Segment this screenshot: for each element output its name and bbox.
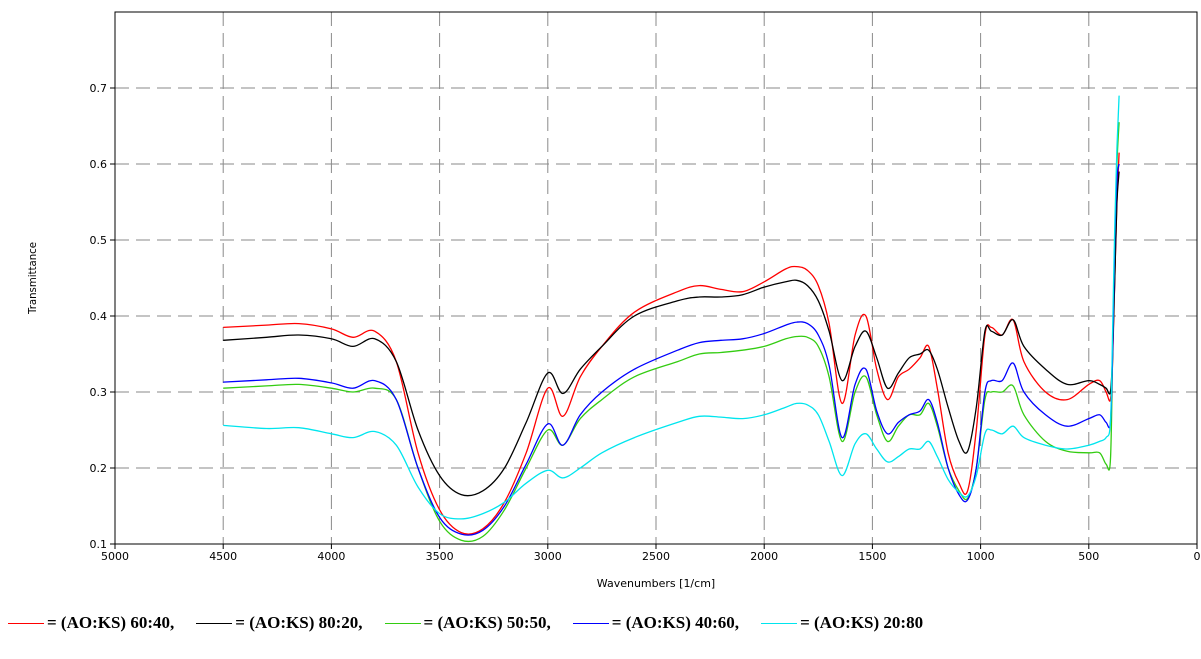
x-tick-label: 4000 (317, 550, 345, 563)
x-tick-label: 0 (1194, 550, 1201, 563)
legend: = (AO:KS) 60:40, = (AO:KS) 80:20, = (AO:KS… (8, 611, 1198, 635)
legend-item-4: = (AO:KS) 40:60, (572, 613, 740, 633)
legend-swatch (761, 622, 798, 624)
series-line-3 (223, 122, 1120, 543)
legend-swatch (384, 622, 421, 624)
legend-label: = (AO:KS) 20:80 (800, 613, 924, 632)
legend-item-5: = (AO:KS) 20:80 (761, 613, 923, 633)
series-group (223, 95, 1120, 543)
y-tick-label: 0.6 (90, 158, 108, 171)
legend-label: = (AO:KS) 40:60, (611, 613, 740, 632)
legend-item-3: = (AO:KS) 50:50, (384, 613, 551, 633)
legend-item-2: = (AO:KS) 80:20, (196, 613, 363, 633)
legend-label: = (AO:KS) 80:20, (235, 613, 363, 632)
x-tick-label: 2500 (642, 550, 670, 563)
y-axis-title: Transmittance (26, 242, 39, 315)
x-tick-label: 2000 (750, 550, 778, 563)
legend-swatch (8, 622, 44, 624)
x-axis-title: Wavenumbers [1/cm] (597, 577, 715, 590)
y-tick-label: 0.7 (90, 82, 108, 95)
legend-item-1: = (AO:KS) 60:40, (8, 613, 174, 633)
x-tick-label: 3000 (534, 550, 562, 563)
x-tick-label: 4500 (209, 550, 237, 563)
y-tick-label: 0.3 (90, 386, 108, 399)
x-tick-label: 1000 (967, 550, 995, 563)
ir-spectrum-chart: 5000 4500 4000 3500 3000 2500 2000 1500 1000 500 0… (26, 11, 1201, 590)
legend-swatch (196, 622, 233, 624)
y-tick-label: 0.4 (90, 310, 108, 323)
x-tick-label: 5000 (101, 550, 129, 563)
legend-label: = (AO:KS) 60:40, (47, 613, 175, 632)
x-tick-label: 1500 (858, 550, 886, 563)
grid (115, 12, 1197, 544)
y-tick-label: 0.5 (90, 234, 108, 247)
legend-swatch (572, 622, 609, 624)
y-tick-label: 0.1 (90, 538, 108, 551)
x-tick-label: 3500 (426, 550, 454, 563)
y-tick-label: 0.2 (90, 462, 108, 475)
series-line-2 (223, 171, 1120, 497)
series-line-4 (223, 163, 1120, 536)
series-line-1 (223, 152, 1120, 535)
x-tick-label: 500 (1078, 550, 1099, 563)
series-line-5 (223, 95, 1120, 520)
axis-ticks: 5000 4500 4000 3500 3000 2500 2000 1500 1000 500 0… (90, 82, 1201, 563)
legend-label: = (AO:KS) 50:50, (423, 613, 551, 632)
